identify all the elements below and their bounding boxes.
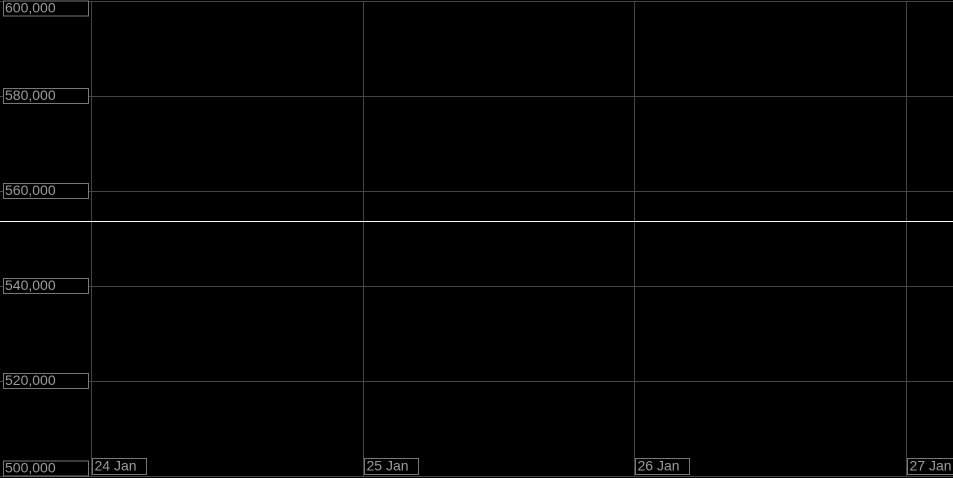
x-tick-box [907,458,953,475]
y-tick-box [3,88,89,104]
y-tick-label: 580,000 [5,87,56,103]
x-tick-label: 24 Jan [95,458,137,474]
x-tick-box [364,458,419,475]
y-tick-box [3,460,89,477]
y-tick-label: 560,000 [5,182,56,198]
x-tick-label: 27 Jan [910,458,952,474]
x-tick-label: 25 Jan [367,458,409,474]
y-tick-box [3,278,89,294]
x-tick-box [635,458,690,475]
y-tick-label: 540,000 [5,277,56,293]
y-tick-box [3,373,89,389]
x-tick-label: 26 Jan [638,458,680,474]
y-tick-box [3,0,89,17]
y-tick-label: 600,000 [5,0,56,16]
x-tick-box [92,458,147,475]
y-tick-box [3,183,89,199]
y-tick-label: 500,000 [5,460,56,476]
y-tick-label: 520,000 [5,372,56,388]
